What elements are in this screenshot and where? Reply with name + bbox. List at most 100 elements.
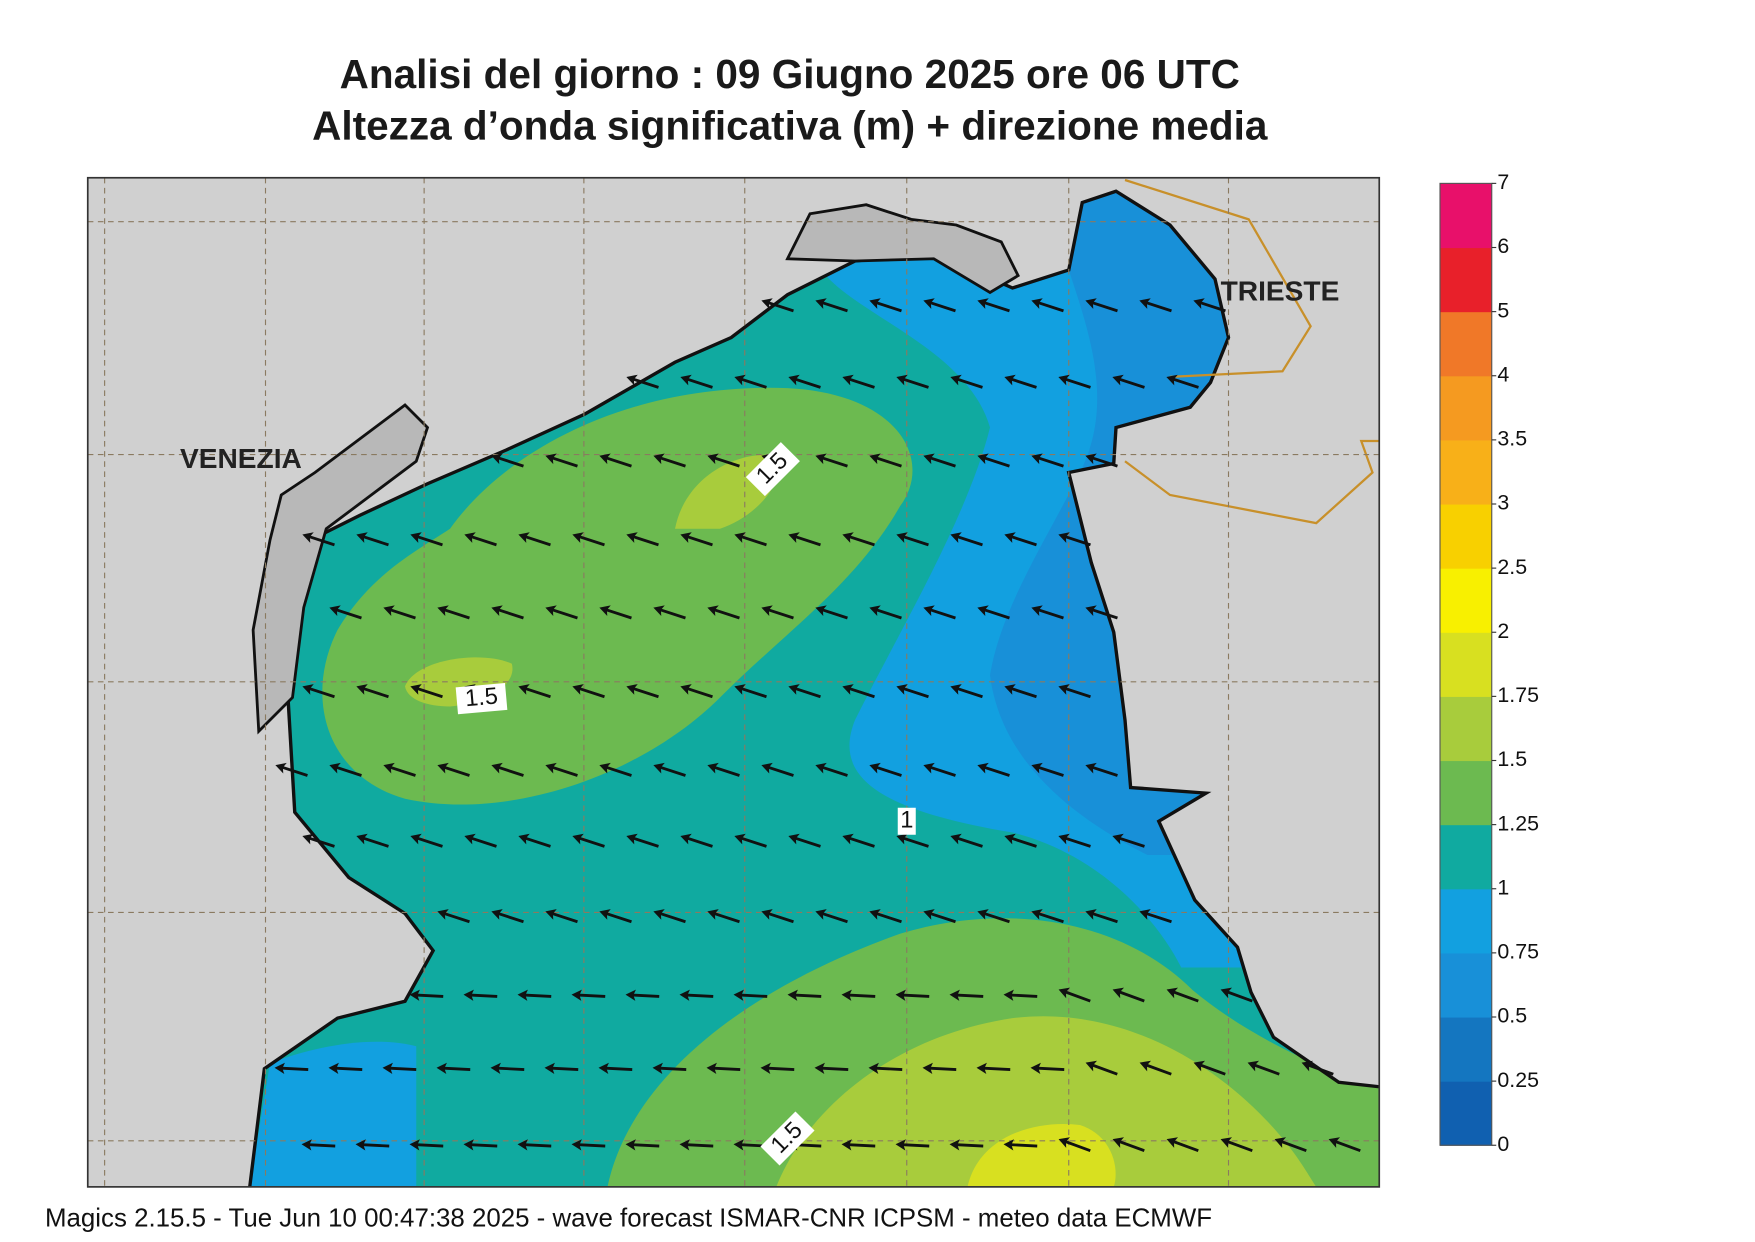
arrow xyxy=(1328,1137,1361,1152)
arrow xyxy=(1003,989,1038,1001)
arrow-head xyxy=(1220,1137,1233,1148)
colorbar-band xyxy=(1440,888,1492,954)
arrow-shaft xyxy=(657,765,686,777)
arrow-head xyxy=(842,684,854,695)
colorbar-band xyxy=(1440,1081,1492,1146)
arrow-shaft xyxy=(819,607,848,620)
arrow xyxy=(896,833,929,848)
colorbar-tick-label: 0 xyxy=(1497,1132,1509,1156)
arrow-shaft xyxy=(468,835,497,848)
arrow xyxy=(1112,374,1145,389)
arrow xyxy=(383,762,416,777)
arrow-head xyxy=(653,605,665,617)
arrow-head xyxy=(356,833,368,845)
arrow xyxy=(734,374,767,389)
arrow-head xyxy=(841,1139,852,1151)
arrow-head xyxy=(707,762,719,774)
arrow-head xyxy=(518,532,530,543)
arrow-head xyxy=(680,684,692,695)
arrow-shaft xyxy=(981,911,1010,924)
border xyxy=(1124,178,1312,378)
arrow xyxy=(680,684,713,699)
arrow-head xyxy=(1031,762,1043,774)
arrow-head xyxy=(356,684,368,695)
arrow-shaft xyxy=(306,835,335,848)
arrow xyxy=(518,684,551,699)
arrow-head xyxy=(302,684,314,695)
coastline xyxy=(248,189,1380,1187)
arrow-head xyxy=(734,833,746,845)
arrow xyxy=(788,684,821,699)
arrow xyxy=(923,453,956,468)
arrow-head xyxy=(517,989,528,1001)
arrow-shaft xyxy=(549,455,578,468)
arrow-head xyxy=(571,989,582,1001)
arrow-head xyxy=(1030,1062,1041,1074)
arrow-head xyxy=(788,374,800,386)
arrow-shaft xyxy=(1062,376,1091,389)
arrow xyxy=(356,833,389,848)
arrow-head xyxy=(436,1062,447,1074)
arrow-shaft xyxy=(576,835,605,848)
arrow xyxy=(1085,909,1118,924)
arrow-shaft xyxy=(575,1143,606,1148)
arrow-head xyxy=(302,532,314,543)
arrow xyxy=(571,989,606,1001)
colorbar-band xyxy=(1440,311,1492,377)
arrow xyxy=(598,1062,633,1074)
arrow-head xyxy=(1328,1137,1341,1148)
arrow-head xyxy=(328,1062,339,1074)
arrow-head xyxy=(977,453,989,465)
arrow-shaft xyxy=(981,300,1010,313)
arrow-shaft xyxy=(954,835,983,848)
title: Analisi del giorno : 09 Giugno 2025 ore … xyxy=(340,51,1240,97)
arrow-shaft xyxy=(630,835,659,848)
arrow-shaft xyxy=(873,607,902,620)
arrow xyxy=(923,762,956,777)
arrow-head xyxy=(977,605,989,617)
colorbar-tick-label: 1.75 xyxy=(1497,683,1539,707)
arrow-head xyxy=(977,298,989,309)
colorbar-tick-label: 6 xyxy=(1497,234,1509,258)
arrow-shaft xyxy=(711,607,740,620)
arrow-head xyxy=(680,374,692,386)
arrow-head xyxy=(275,762,287,774)
arrow-shaft xyxy=(927,765,956,777)
arrow-head xyxy=(437,762,449,774)
arrow xyxy=(437,605,470,620)
arrow-head xyxy=(842,833,854,845)
arrow-shaft xyxy=(656,1066,687,1071)
colorbar-tick-label: 2 xyxy=(1497,619,1509,643)
colorbar-band xyxy=(1440,183,1492,249)
arrow-head xyxy=(1166,987,1179,999)
arrow-head xyxy=(410,532,422,543)
arrow-shaft xyxy=(873,765,902,777)
arrow-head xyxy=(1112,374,1124,386)
arrow-shaft xyxy=(414,534,443,547)
arrow-head xyxy=(1301,1060,1314,1072)
arrow-shaft xyxy=(441,911,470,924)
colorbar: 0 0.25 0.5 0.75 1 1.25 1.5 1.75 2 2.5 3 3.5 4 5 6 7 xyxy=(1439,170,1539,1156)
arrow-head xyxy=(302,833,314,845)
arrow xyxy=(1031,453,1064,468)
arrow xyxy=(923,909,956,924)
colorbar-band xyxy=(1440,952,1492,1018)
arrow xyxy=(491,909,524,924)
arrow-head xyxy=(679,989,690,1001)
arrow-shaft xyxy=(495,911,524,924)
arrow-shaft xyxy=(899,993,930,998)
arrow-head xyxy=(896,833,908,845)
arrow xyxy=(355,1139,390,1151)
arrow-head xyxy=(491,605,503,617)
arrow xyxy=(491,453,524,468)
arrow-head xyxy=(680,532,692,543)
arrow xyxy=(1030,1062,1065,1074)
field-175-2 xyxy=(967,1123,1116,1187)
arrow-head xyxy=(815,762,827,774)
arrow xyxy=(868,1062,903,1074)
arrow-shaft xyxy=(764,1066,795,1071)
arrow-head xyxy=(1085,605,1097,617)
arrow-shaft xyxy=(1062,1139,1091,1152)
arrow-shaft xyxy=(900,686,929,699)
arrow xyxy=(1085,762,1118,777)
